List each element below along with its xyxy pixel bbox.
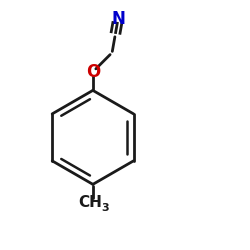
Text: N: N	[111, 10, 125, 28]
Text: CH: CH	[78, 196, 102, 210]
Text: 3: 3	[101, 203, 108, 213]
Text: O: O	[86, 63, 100, 81]
